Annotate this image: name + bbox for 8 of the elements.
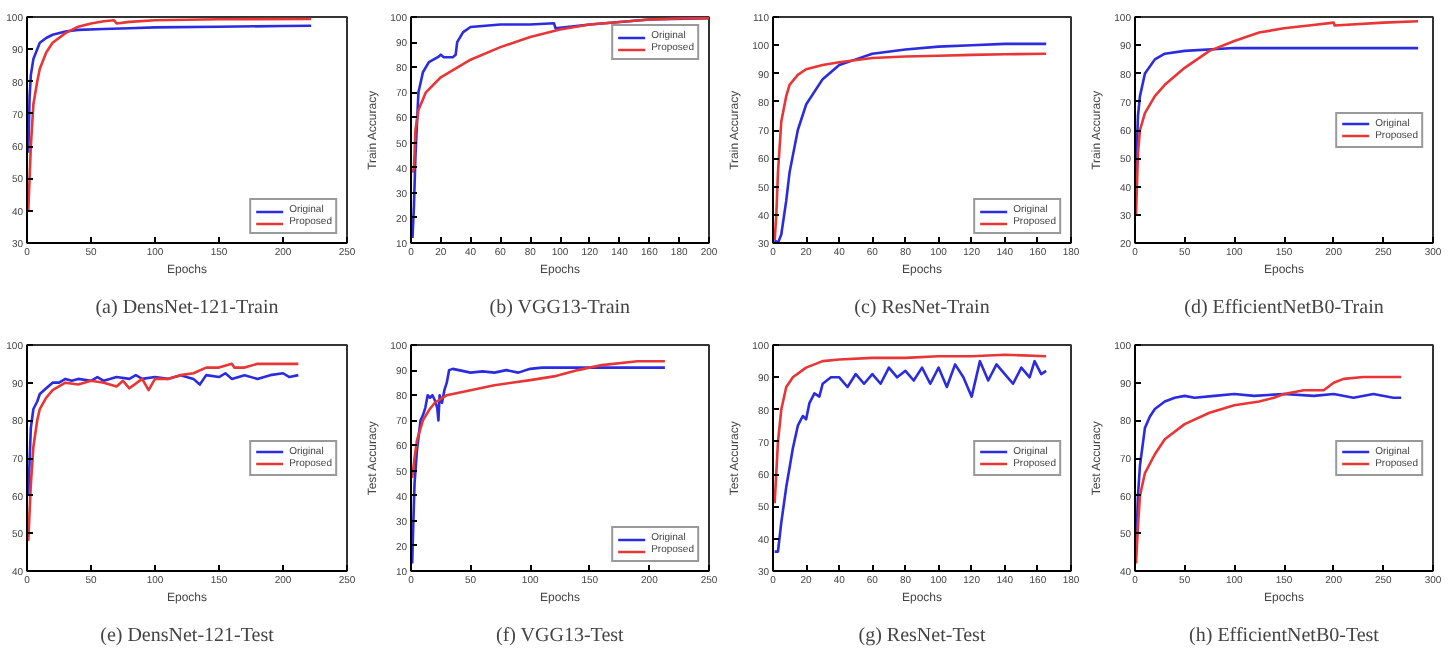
text: (c) ResNet-Train — [854, 297, 990, 319]
text: (f) VGG13-Test — [496, 625, 625, 647]
text: (a) DensNet-121-Train — [95, 297, 279, 319]
text: (d) EfficientNetB0-Train — [1184, 297, 1384, 319]
text: (h) EfficientNetB0-Test — [1189, 625, 1380, 647]
text: (e) DensNet-121-Test — [100, 625, 275, 647]
text: (b) VGG13-Train — [489, 297, 631, 319]
text: (g) ResNet-Test — [858, 625, 986, 647]
